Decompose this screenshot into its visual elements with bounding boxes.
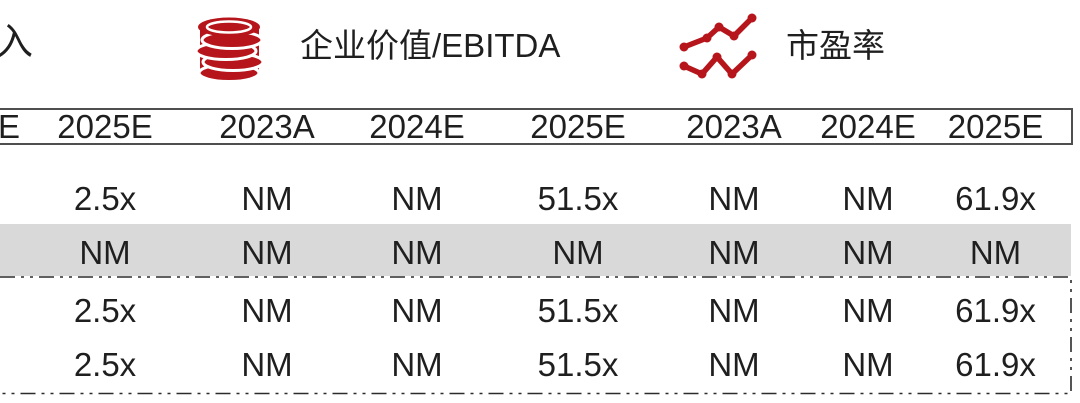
coins-icon [192, 11, 268, 89]
table-cell: NM [391, 291, 443, 329]
table-cell: 61.9x [955, 291, 1036, 329]
header-cell-2025e: 2025E [530, 107, 626, 145]
table-cell: NM [391, 234, 443, 271]
trend-line-icon [679, 12, 757, 84]
table-cell: NM [552, 234, 604, 271]
table-cell: NM [969, 234, 1022, 271]
header-cell-2023a: 2023A [686, 107, 782, 145]
table-cell: 61.9x [955, 179, 1036, 217]
table-cell: 51.5x [537, 291, 619, 329]
table-header-row: E 2025E 2023A 2024E 2025E 2023A 2024E 20… [0, 108, 1073, 145]
table-row-highlighted: NM NM NM NM NM NM NM [0, 224, 1071, 276]
legend-label-pe-ratio: 市盈率 [786, 27, 885, 64]
table-cell: NM [391, 345, 443, 383]
header-cell-2024e: 2024E [820, 107, 916, 145]
table-cell: 2.5x [73, 179, 137, 217]
table-cell: 61.9x [955, 345, 1036, 383]
table-cell: NM [708, 179, 760, 217]
table-cell: NM [842, 234, 894, 271]
table-cell: NM [842, 179, 894, 217]
table-cell: 2.5x [73, 345, 137, 383]
table-row: 2.5x NM NM 51.5x NM NM 61.9x [0, 277, 1080, 334]
header-cell-2023a: 2023A [219, 107, 315, 145]
table-cell: NM [241, 345, 293, 383]
table-cell: NM [708, 234, 760, 271]
table-cell: 51.5x [537, 179, 619, 217]
table-cell: NM [391, 179, 443, 217]
header-cell-2025e: 2025E [57, 107, 153, 145]
table-cell: NM [708, 291, 760, 329]
table-cell: NM [241, 234, 293, 271]
header-cell-2024e: 2024E [369, 107, 465, 145]
table-cell: NM [79, 234, 131, 271]
header-cell-2025e: 2025E [947, 107, 1044, 145]
table-row: 2.5x NM NM 51.5x NM NM 61.9x [0, 145, 1080, 224]
table-cell: NM [241, 291, 293, 329]
table-cell: 2.5x [73, 291, 137, 329]
header-cell-partial: E [0, 107, 21, 145]
legend-label-ev-ebitda: 企业价值/EBITDA [300, 27, 561, 64]
table-row: 2.5x NM NM 51.5x NM NM 61.9x [0, 334, 1080, 393]
table-cell: NM [241, 179, 293, 217]
table-cell: NM [708, 345, 760, 383]
table-cell: 51.5x [537, 345, 619, 383]
legend-label-revenue-partial: 入 [0, 21, 33, 62]
